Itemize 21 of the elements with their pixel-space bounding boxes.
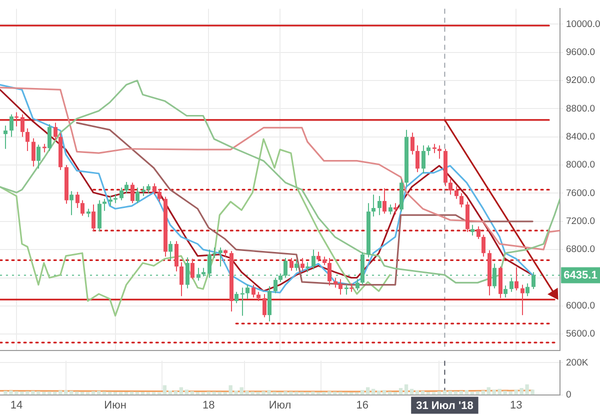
x-tick-label: Июл [268, 399, 292, 412]
y-tick-label: 7200.0 [566, 216, 596, 228]
x-tick-label: 18 [202, 399, 215, 412]
y-tick-label: 6800.0 [566, 244, 596, 256]
x-tick-label: 16 [356, 399, 368, 412]
y-tick-label: 9200.0 [566, 75, 596, 86]
y-tick-label: 200K [566, 357, 589, 368]
ref-line-label: 6435.1 [564, 269, 598, 282]
y-tick-label: 8000.0 [566, 160, 596, 171]
y-tick-label: 8400.0 [566, 132, 596, 143]
y-tick-label: 6000.0 [566, 300, 596, 312]
y-tick-label: 0 [566, 389, 572, 400]
y-tick-label: 9600.0 [566, 46, 596, 58]
ref-line-label: 31 Июл '18 [416, 400, 474, 412]
y-tick-label: 5600.0 [566, 328, 596, 340]
x-tick-label: Июн [104, 399, 126, 412]
y-tick-label: 7600.0 [566, 188, 596, 199]
y-tick-label: 10000.0 [566, 18, 600, 30]
x-tick-label: 13 [510, 399, 522, 412]
x-tick-label: 14 [10, 399, 23, 412]
y-tick-label: 8800.0 [566, 103, 596, 114]
